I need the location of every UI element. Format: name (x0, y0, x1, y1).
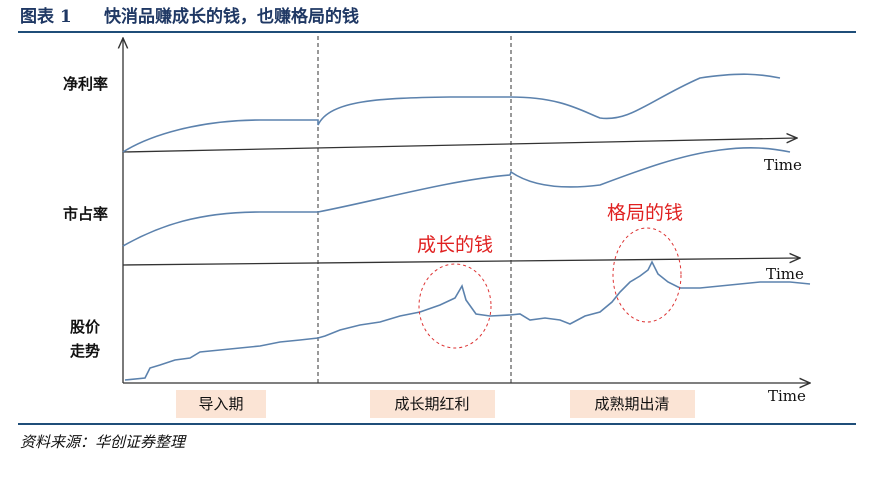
figure-title: 快消品赚成长的钱，也赚格局的钱 (104, 6, 359, 27)
row-label: 净利率 (63, 75, 108, 93)
annotation: 成长的钱 (417, 234, 493, 256)
time-axis (122, 138, 797, 153)
annotation: 格局的钱 (607, 202, 683, 224)
row-label: 市占率 (63, 205, 108, 223)
stage-box (370, 390, 495, 418)
market-share-curve (122, 147, 791, 247)
stage-label: 成熟期出清 (594, 395, 669, 413)
stage-box (176, 390, 266, 418)
time-label: Time (766, 265, 804, 283)
figure-number: 图表 1 (20, 6, 72, 27)
time-label: Time (768, 387, 806, 405)
highlight-circle (418, 263, 492, 349)
net-margin-curve (122, 73, 781, 153)
row-label: 走势 (70, 342, 100, 360)
stage-box (570, 390, 695, 418)
source: 资料来源：华创证券整理 (20, 433, 187, 451)
stock-price-curve (124, 260, 811, 381)
time-label: Time (764, 156, 802, 174)
time-axis (122, 258, 800, 266)
highlight-circle (612, 227, 682, 323)
stage-label: 成长期红利 (394, 395, 469, 413)
row-label: 股价 (70, 318, 101, 336)
stage-label: 导入期 (198, 395, 243, 413)
